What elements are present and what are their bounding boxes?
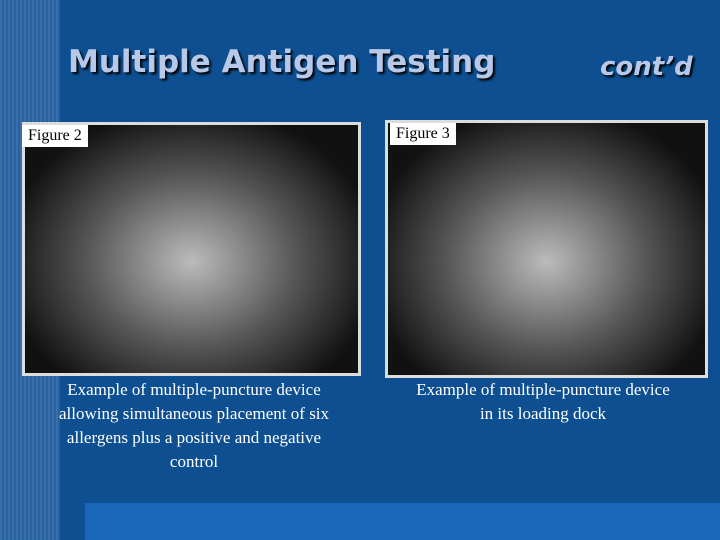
- figure-caption: Example of multiple-puncture device in i…: [416, 380, 670, 423]
- figure-label: Figure 3: [390, 123, 456, 145]
- figure-image: [385, 120, 708, 378]
- figure-label: Figure 2: [22, 125, 88, 147]
- decor-bar: [85, 503, 720, 540]
- figure-caption: Example of multiple-puncture device allo…: [58, 380, 330, 471]
- title-suffix: cont’d: [600, 52, 693, 82]
- title: Multiple Antigen Testing: [68, 44, 496, 80]
- figure-image: [22, 122, 361, 376]
